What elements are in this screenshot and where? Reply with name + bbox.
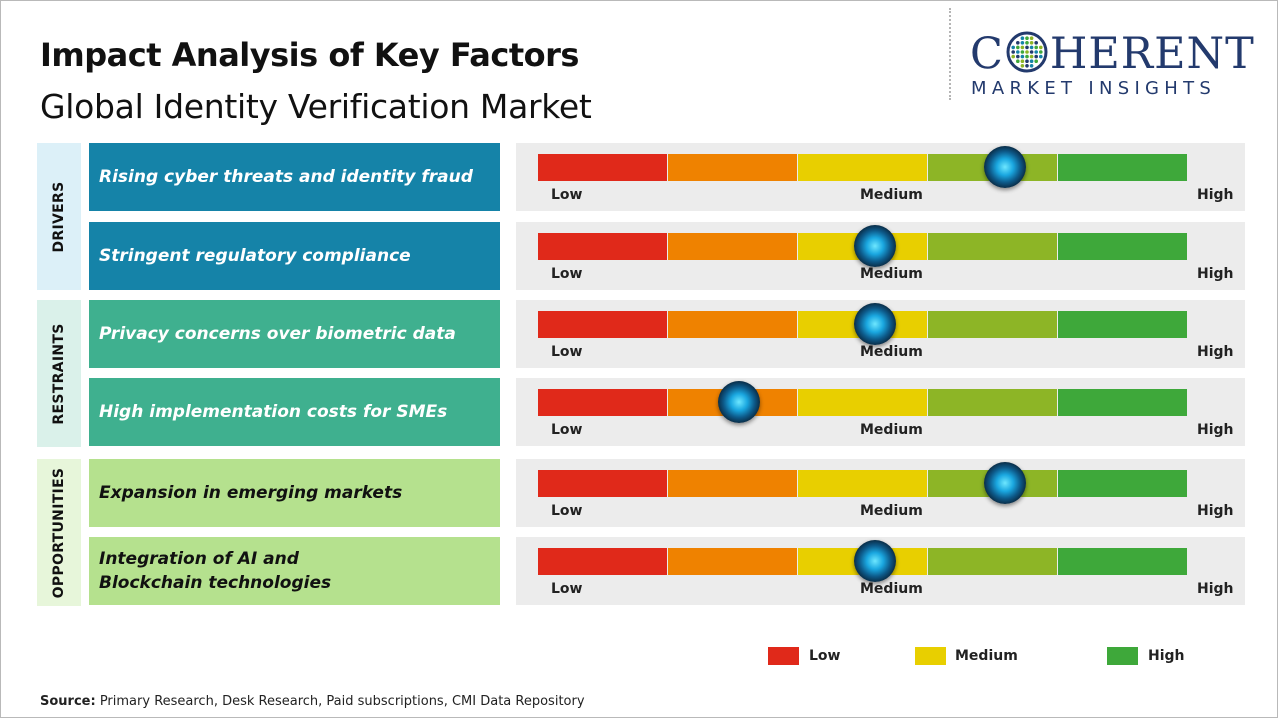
scale-label-medium: Medium xyxy=(860,503,923,519)
meter-segment xyxy=(668,470,797,497)
legend-label-low: Low xyxy=(809,648,841,664)
category-drivers: DRIVERS xyxy=(37,143,81,290)
legend-label-medium: Medium xyxy=(955,648,1018,664)
meter-segment xyxy=(538,389,667,416)
scale-label-low: Low xyxy=(551,422,583,438)
impact-meter: Low Medium High xyxy=(516,459,1245,527)
meter-segment xyxy=(798,470,927,497)
scale-label-medium: Medium xyxy=(860,344,923,360)
factor-label: High implementation costs for SMEs xyxy=(89,378,500,446)
logo-tagline: MARKET INSIGHTS xyxy=(971,78,1217,99)
impact-marker xyxy=(984,462,1027,504)
scale-label-high: High xyxy=(1197,266,1234,282)
meter-segment xyxy=(928,548,1057,575)
legend-swatch-high xyxy=(1107,647,1138,665)
scale-label-high: High xyxy=(1197,187,1234,203)
category-opportunities: OPPORTUNITIES xyxy=(37,459,81,606)
meter-segment xyxy=(668,311,797,338)
meter-segment xyxy=(668,233,797,260)
scale-label-medium: Medium xyxy=(860,266,923,282)
factor-label: Integration of AI and Blockchain technol… xyxy=(89,537,500,605)
logo-divider xyxy=(949,8,951,100)
scale-label-low: Low xyxy=(551,266,583,282)
scale-label-medium: Medium xyxy=(860,581,923,597)
meter-segment xyxy=(1058,470,1187,497)
meter-segment xyxy=(538,311,667,338)
meter-segment xyxy=(928,233,1057,260)
meter-segment xyxy=(538,470,667,497)
impact-meter: Low Medium High xyxy=(516,222,1245,290)
impact-marker xyxy=(854,540,897,582)
logo-text-end: HERENT xyxy=(1049,29,1255,79)
legend-swatch-medium xyxy=(915,647,946,665)
meter-segment xyxy=(1058,311,1187,338)
globe-icon xyxy=(1006,31,1048,73)
category-label: RESTRAINTS xyxy=(51,322,67,425)
impact-meter: Low Medium High xyxy=(516,378,1245,446)
impact-marker xyxy=(854,303,897,345)
impact-marker xyxy=(718,381,761,423)
category-label: OPPORTUNITIES xyxy=(51,467,67,598)
category-label: DRIVERS xyxy=(51,181,67,252)
scale-label-low: Low xyxy=(551,187,583,203)
meter-segment xyxy=(668,154,797,181)
scale-label-high: High xyxy=(1197,422,1234,438)
company-logo: C HERENT xyxy=(970,30,1260,78)
meter-segment xyxy=(928,389,1057,416)
meter-segment xyxy=(798,154,927,181)
meter-segment xyxy=(928,311,1057,338)
page-title: Impact Analysis of Key Factors xyxy=(40,36,579,74)
meter-segment xyxy=(1058,154,1187,181)
factor-label: Expansion in emerging markets xyxy=(89,459,500,527)
legend-label-high: High xyxy=(1148,648,1185,664)
meter-segment xyxy=(1058,548,1187,575)
meter-segment xyxy=(668,548,797,575)
meter-segment xyxy=(538,548,667,575)
scale-label-low: Low xyxy=(551,581,583,597)
meter-segment xyxy=(538,154,667,181)
source-note: Source: Primary Research, Desk Research,… xyxy=(40,694,585,709)
factor-label: Rising cyber threats and identity fraud xyxy=(89,143,500,211)
scale-label-low: Low xyxy=(551,344,583,360)
factor-label: Stringent regulatory compliance xyxy=(89,222,500,290)
impact-meter: Low Medium High xyxy=(516,537,1245,605)
factor-label: Privacy concerns over biometric data xyxy=(89,300,500,368)
logo-text-start: C xyxy=(970,29,1004,79)
source-text: Primary Research, Desk Research, Paid su… xyxy=(95,694,585,709)
source-label: Source: xyxy=(40,694,96,709)
meter-segment xyxy=(1058,233,1187,260)
category-restraints: RESTRAINTS xyxy=(37,300,81,447)
scale-label-medium: Medium xyxy=(860,422,923,438)
scale-label-high: High xyxy=(1197,344,1234,360)
scale-label-low: Low xyxy=(551,503,583,519)
scale-label-medium: Medium xyxy=(860,187,923,203)
impact-meter: Low Medium High xyxy=(516,143,1245,211)
meter-segment xyxy=(798,389,927,416)
impact-marker xyxy=(984,146,1027,188)
scale-label-high: High xyxy=(1197,581,1234,597)
meter-segment xyxy=(1058,389,1187,416)
page-subtitle: Global Identity Verification Market xyxy=(40,87,592,126)
meter-segment xyxy=(538,233,667,260)
impact-marker xyxy=(854,225,897,267)
scale-label-high: High xyxy=(1197,503,1234,519)
legend-swatch-low xyxy=(768,647,799,665)
impact-meter: Low Medium High xyxy=(516,300,1245,368)
